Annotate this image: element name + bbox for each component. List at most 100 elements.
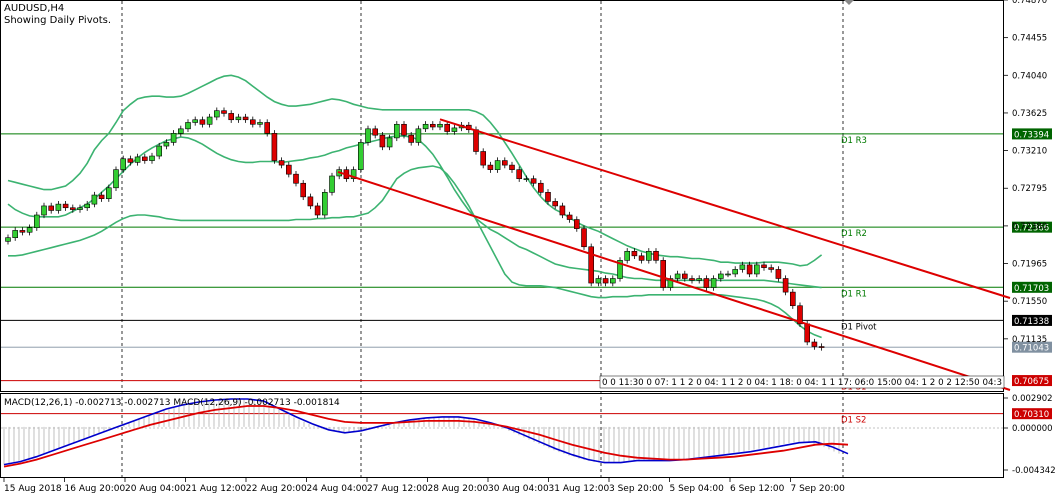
x-tick-label: 20 Aug 04:00	[125, 484, 186, 494]
x-tick-label: 28 Aug 20:00	[428, 484, 489, 494]
bollinger-lower-line	[8, 165, 822, 339]
bull-candle	[357, 142, 364, 170]
pivot-name: D1 R2	[841, 229, 867, 239]
bull-candle	[26, 227, 33, 233]
x-tick-label: 5 Sep 04:00	[670, 484, 725, 494]
bear-candle	[480, 151, 487, 166]
bear-candle	[271, 133, 278, 161]
bull-candle	[192, 119, 198, 123]
macd-panel-border	[0, 393, 1004, 478]
bear-candle	[804, 323, 811, 343]
bear-candle	[703, 278, 710, 288]
channel-lower-line	[337, 170, 1011, 391]
bear-candle	[660, 260, 667, 288]
bear-candle	[789, 291, 796, 307]
y-tick-label: 0.71135	[1012, 335, 1047, 345]
pivot-price-label: 0.70310	[1014, 410, 1049, 420]
bear-candle	[142, 156, 148, 161]
bull-candle	[149, 155, 155, 161]
bear-candle	[588, 246, 595, 284]
bull-candle	[214, 110, 220, 118]
bull-candle	[674, 273, 681, 279]
current-price-tag	[1012, 341, 1052, 353]
x-tick-label: 16 Aug 20:00	[65, 484, 126, 494]
bull-candle	[732, 269, 739, 275]
bull-candle	[617, 260, 623, 279]
bull-candle	[717, 273, 724, 279]
bull-candle	[393, 123, 400, 139]
bear-candle	[797, 305, 803, 325]
pivot-name: D1 R3	[841, 136, 867, 146]
bear-candle	[221, 110, 227, 114]
pivot-name: D1 Pivot	[841, 322, 877, 332]
y-tick-label: 0.74870	[1012, 0, 1047, 6]
bear-candle	[285, 164, 292, 175]
bear-candle	[307, 196, 314, 207]
bear-candle	[48, 205, 55, 211]
bull-candle	[134, 156, 141, 163]
macd-tick-label: -0.004342	[1012, 466, 1056, 476]
bull-candle	[645, 250, 652, 261]
x-tick-label: 22 Aug 20:00	[246, 484, 307, 494]
bear-candle	[228, 113, 234, 121]
bear-candle	[581, 228, 587, 248]
bull-candle	[77, 207, 83, 210]
macd-indicator	[3, 398, 849, 468]
bear-candle	[509, 164, 515, 170]
bull-candle	[365, 128, 371, 143]
bear-candle	[768, 267, 775, 270]
x-tick-label: 21 Aug 12:00	[186, 484, 247, 494]
bull-candle	[185, 122, 191, 130]
bull-candle	[120, 158, 126, 170]
bull-candle	[91, 194, 98, 205]
bull-candle	[206, 116, 213, 125]
pivot-price-tag	[1012, 314, 1052, 326]
bull-candle	[156, 145, 162, 157]
trend-channel	[337, 118, 1011, 391]
y-tick-label: 0.74455	[1012, 34, 1047, 44]
bull-candle	[753, 264, 760, 275]
bear-candle	[300, 182, 307, 198]
macd-signal-line	[3, 405, 849, 468]
indicator-note: Showing Daily Pivots.	[4, 15, 111, 26]
bear-candle	[127, 158, 134, 163]
bear-candle	[775, 269, 782, 279]
pivot-time-text: 0 0 11:30 0 07: 1 1 2 0 04: 1 1 2 0 04: …	[602, 378, 1002, 388]
pivot-price-tag	[1012, 221, 1052, 233]
pivot-name: D1 R1	[841, 289, 867, 299]
bear-candle	[602, 278, 609, 284]
pivot-lines: D1 R3 0.73394 D1 R2 0.72366 D1 R1 0.71703 D1 P…	[1, 128, 1052, 426]
x-tick-label: 7 Sep 20:00	[791, 484, 846, 494]
pivot-price-label: 0.71338	[1014, 317, 1049, 327]
bear-candle	[444, 123, 451, 132]
x-tick-label: 24 Aug 04:00	[307, 484, 368, 494]
bear-candle	[746, 264, 753, 275]
bear-candle	[566, 214, 573, 220]
pivot-price-tag	[1012, 128, 1052, 140]
bull-candle	[235, 116, 242, 121]
axes: 0.74870 0.74455 0.74040 0.73625 0.73210 0.727…	[3, 0, 1056, 494]
pivot-price-label: 0.73394	[1014, 130, 1049, 140]
bear-candle	[429, 123, 436, 128]
bull-candle	[595, 278, 602, 284]
y-tick-label: 0.73625	[1012, 109, 1047, 119]
bear-candle	[573, 219, 580, 229]
main-panel-border	[0, 0, 1004, 392]
x-tick-label: 3 Sep 20:00	[609, 484, 664, 494]
x-tick-label: 27 Aug 12:00	[367, 484, 428, 494]
pivot-name: D1 S2	[841, 416, 866, 426]
bear-candle	[70, 207, 76, 210]
pivot-price-label: 0.72366	[1014, 224, 1049, 234]
bull-candle	[667, 278, 674, 288]
bear-candle	[372, 128, 379, 136]
bear-candle	[537, 182, 544, 193]
bull-candle	[696, 278, 703, 281]
bull-candle	[170, 133, 177, 143]
bollinger-bands	[7, 74, 823, 339]
bull-candle	[609, 278, 616, 284]
bear-candle	[689, 278, 695, 281]
bear-candle	[250, 119, 256, 125]
y-tick-label: 0.73210	[1012, 147, 1047, 157]
